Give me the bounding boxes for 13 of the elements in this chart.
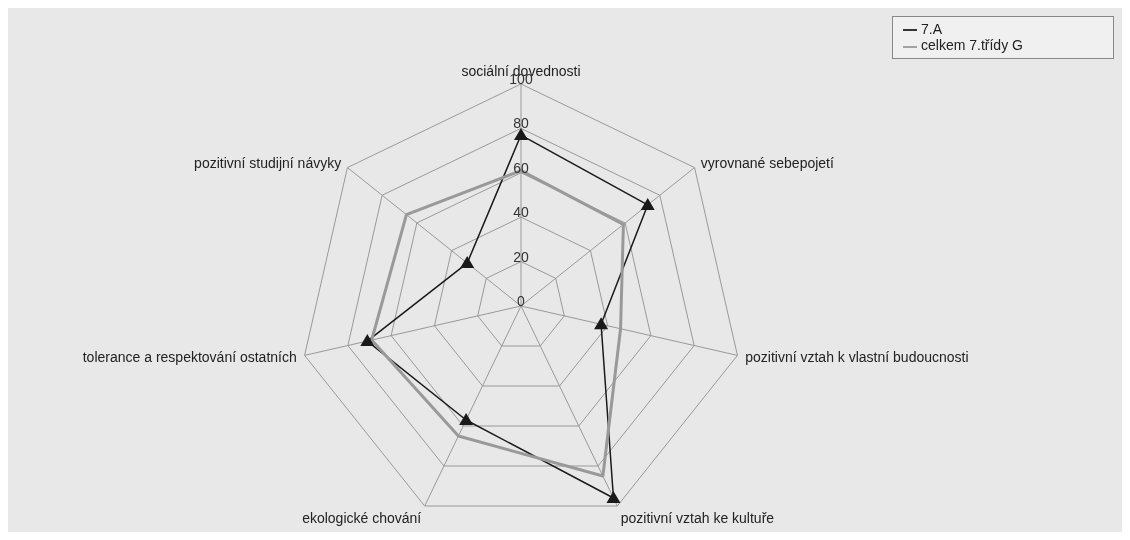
legend-label: 7.A [921, 21, 943, 37]
y-tick-label: 80 [513, 115, 529, 132]
legend-label: celkem 7.třídy G [921, 37, 1023, 54]
y-tick-label: 0 [517, 293, 526, 309]
spoke-label: vyrovnané sebepojetí [700, 154, 835, 171]
spoke-label: tolerance a respektování ostatních [82, 349, 297, 366]
spoke-label: ekologické chování [302, 510, 422, 527]
spoke-label: pozitivní vztah ke kultuře [620, 510, 775, 527]
y-tick-label: 60 [513, 159, 529, 176]
spoke-label: pozitivní vztah k vlastní budoucnosti [745, 349, 969, 366]
spoke-label: pozitivní studijní návyky [194, 154, 342, 171]
y-tick-label: 20 [513, 248, 529, 265]
y-tick-label: 40 [513, 204, 529, 221]
